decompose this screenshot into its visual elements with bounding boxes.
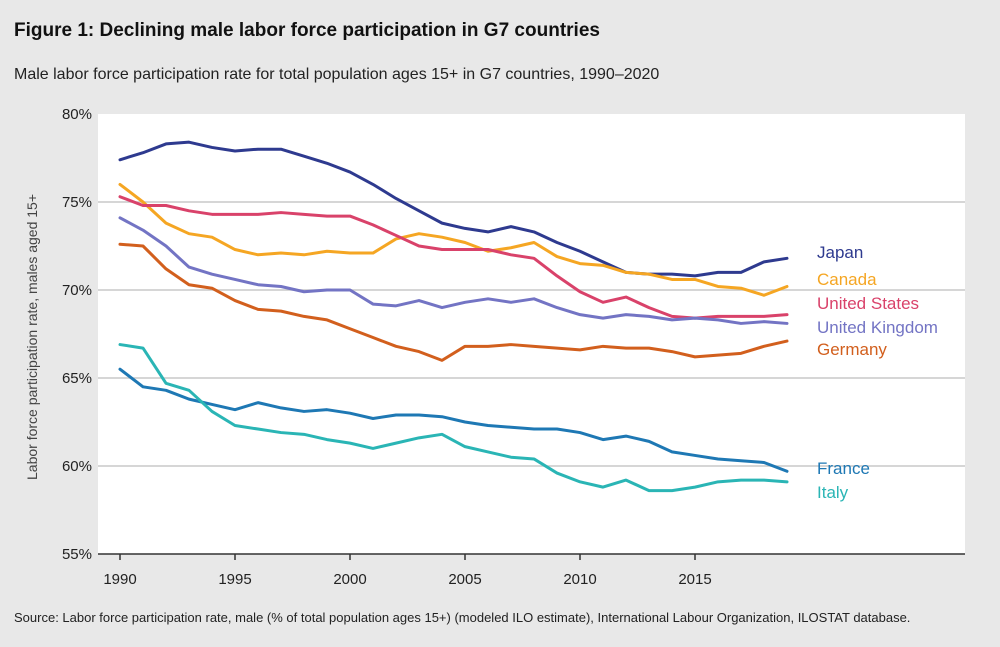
legend-label-germany: Germany	[817, 340, 887, 359]
y-tick-label: 75%	[62, 194, 92, 211]
y-tick-label: 70%	[62, 282, 92, 299]
legend-label-canada: Canada	[817, 270, 877, 289]
x-tick-label: 1990	[103, 571, 136, 588]
series-lines	[118, 140, 789, 493]
source-note: Source: Labor force participation rate, …	[14, 610, 911, 625]
y-tick-label: 65%	[62, 370, 92, 387]
x-tick-label: 1995	[218, 571, 251, 588]
y-tick-label: 80%	[62, 106, 92, 123]
y-tick-label: 55%	[62, 546, 92, 563]
series-line-japan	[118, 140, 789, 278]
x-tick-label: 2005	[448, 571, 481, 588]
plot-area	[98, 114, 965, 554]
x-tick-label: 2015	[678, 571, 711, 588]
series-line-germany	[118, 242, 789, 362]
axes: 55% 60% 65% 70% 75% 80% 1990 1995 2000 2005 2010 20…	[62, 106, 965, 588]
series-line-united-states	[118, 195, 789, 320]
x-tick-label: 2000	[333, 571, 366, 588]
legend-label-japan: Japan	[817, 243, 863, 262]
legend-label-united-states: United States	[817, 294, 919, 313]
legend: Japan Canada United States United Kingdom Ge…	[817, 243, 938, 502]
figure-subtitle: Male labor force participation rate for …	[14, 66, 660, 83]
legend-label-italy: Italy	[817, 483, 849, 502]
legend-label-united-kingdom: United Kingdom	[817, 318, 938, 337]
x-tick-label: 2010	[563, 571, 596, 588]
series-line-united-kingdom	[118, 216, 789, 325]
line-chart: 55% 60% 65% 70% 75% 80% 1990 1995 2000 2005 2010 20…	[24, 106, 965, 588]
series-line-italy	[118, 343, 789, 493]
series-line-canada	[118, 182, 789, 297]
gridlines	[98, 201, 965, 467]
series-line-france	[118, 367, 789, 473]
legend-label-france: France	[817, 459, 870, 478]
y-tick-label: 60%	[62, 458, 92, 475]
figure-title: Figure 1: Declining male labor force par…	[14, 20, 600, 41]
y-axis-label: Labor force participation rate, males ag…	[24, 194, 40, 480]
